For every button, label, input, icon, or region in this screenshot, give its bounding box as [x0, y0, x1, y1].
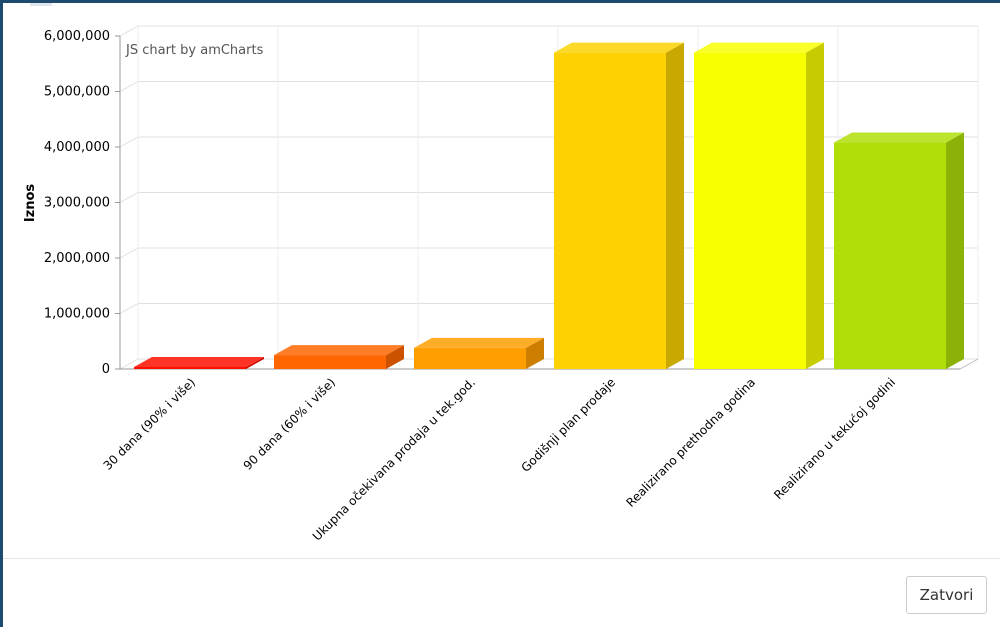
grid-line-depth [119, 81, 139, 92]
y-axis-ticks: 0 1,000,000 2,000,000 3,000,000 4,000,000 5,0… [44, 29, 110, 377]
chart-modal: Zatvori [3, 3, 1000, 627]
bar [274, 345, 404, 369]
bar-side [386, 345, 404, 369]
bar-top [694, 42, 824, 53]
x-tick-label: Realizirano prethodna godina [623, 375, 758, 510]
grid-line-depth [119, 25, 139, 37]
bar-top [134, 357, 264, 367]
grid-line-depth [119, 358, 139, 370]
grid-line-depth [119, 247, 139, 259]
bar-top [834, 132, 964, 143]
bar-front [274, 355, 386, 369]
grid-line-depth [119, 136, 139, 148]
bar-side [526, 337, 544, 369]
y-tick-label: 2,000,000 [44, 251, 110, 266]
bar [554, 42, 684, 370]
bar-top [274, 345, 404, 356]
y-tick-label: 1,000,000 [44, 307, 110, 322]
close-button[interactable]: Zatvori [906, 576, 987, 614]
y-tick-label: 3,000,000 [44, 196, 110, 211]
bar-side [806, 42, 824, 370]
y-tick-label: 5,000,000 [44, 85, 110, 100]
bar-front [554, 52, 666, 370]
x-axis-depth [959, 358, 979, 370]
modal-top-accent [30, 3, 52, 6]
bar-top [414, 337, 544, 348]
y-tick-label: 0 [102, 362, 110, 377]
x-tick-label: Godišnji plan prodaje [518, 375, 618, 475]
bar-front [834, 142, 946, 369]
footer-divider [3, 558, 1000, 559]
chart-bars [134, 42, 964, 370]
bar-side [666, 42, 684, 370]
bar-side [946, 132, 964, 369]
bar-front [694, 52, 806, 370]
bar-side [246, 357, 264, 369]
bar [834, 132, 964, 369]
x-tick-label: Ukupna očekivana prodaja u tek.god. [310, 375, 478, 543]
y-axis-title: Iznos [23, 184, 38, 223]
bar [414, 337, 544, 369]
bar-top [554, 42, 684, 53]
bar-front [134, 367, 246, 369]
bar [694, 42, 824, 370]
chart-credit[interactable]: JS chart by amCharts [125, 43, 264, 58]
x-tick-label: 90 dana (60% i više) [241, 375, 339, 473]
grid-line-depth [119, 303, 139, 314]
x-axis-labels: 30 dana (90% i više) 90 dana (60% i više)… [101, 375, 899, 543]
grid-line-depth [119, 192, 139, 203]
y-tick-label: 6,000,000 [44, 29, 110, 44]
y-tick-label: 4,000,000 [44, 140, 110, 155]
x-tick-label: Realizirano u tekućoj godini [771, 375, 898, 502]
bar-front [414, 347, 526, 369]
bar [134, 357, 264, 369]
x-tick-label: 30 dana (90% i više) [101, 375, 199, 473]
